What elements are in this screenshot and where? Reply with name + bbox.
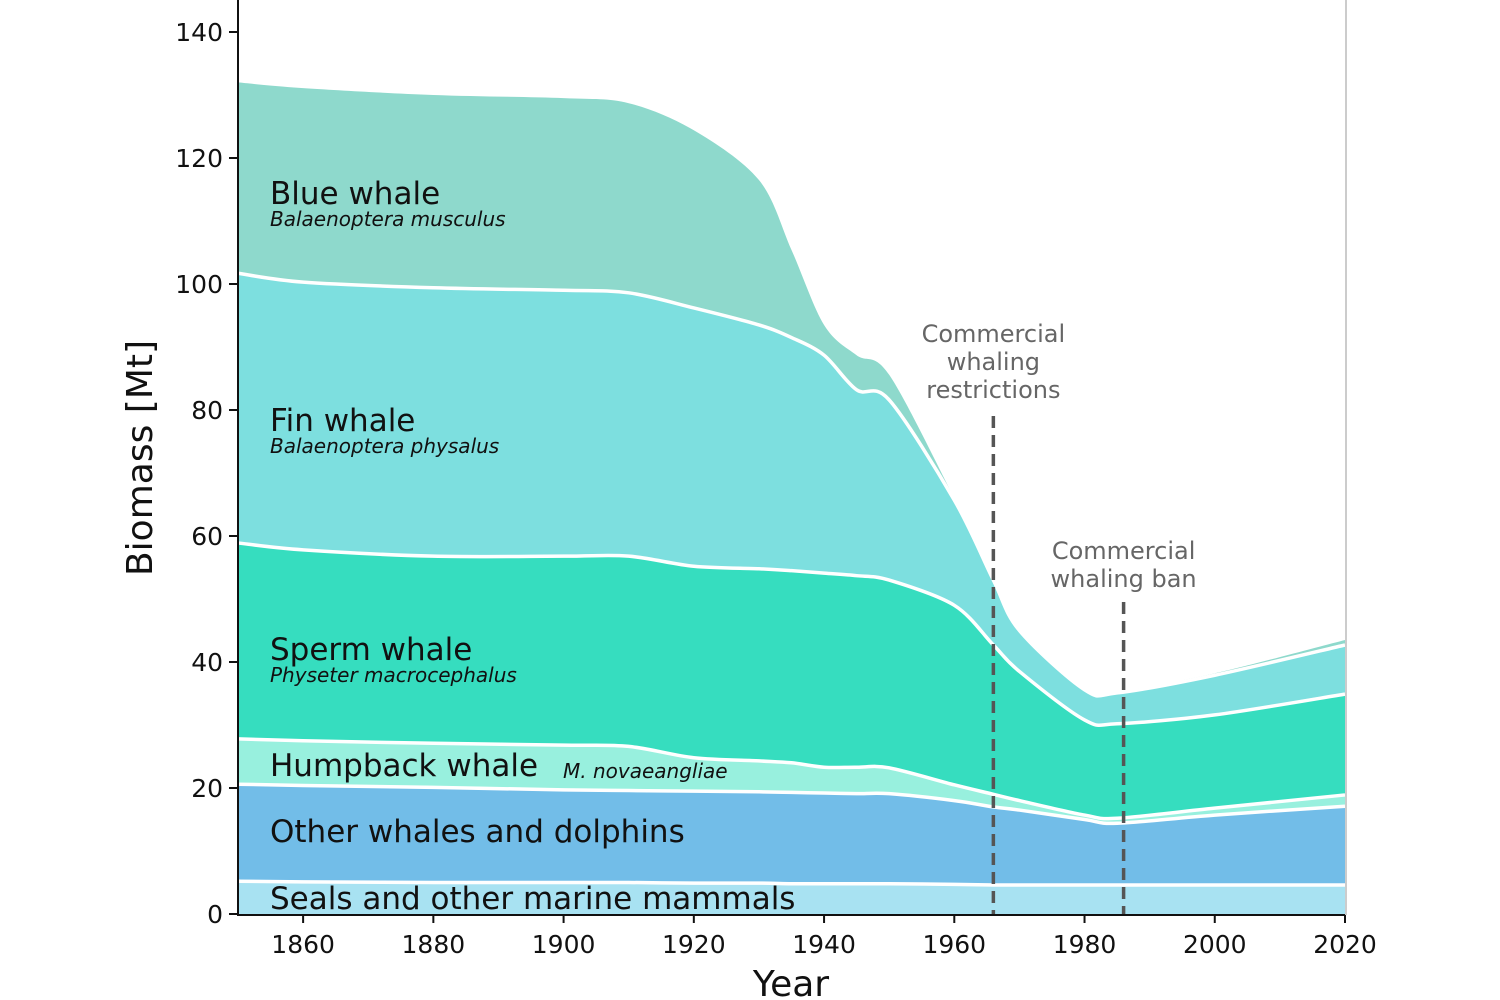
annotation-text: Commercial bbox=[1052, 537, 1196, 565]
y-tick-label: 20 bbox=[191, 774, 223, 803]
area-layers bbox=[237, 82, 1346, 914]
series-scientific-name: M. novaeangliae bbox=[563, 759, 728, 783]
series-label: Seals and other marine mammals bbox=[270, 881, 795, 917]
annotation-text: whaling bbox=[947, 348, 1040, 376]
y-tick-label: 40 bbox=[191, 648, 223, 677]
series-label: Other whales and dolphins bbox=[270, 814, 685, 850]
annotation-text: Commercial bbox=[922, 320, 1066, 348]
series-label: Humpback whale bbox=[270, 748, 538, 784]
layer-boundary bbox=[237, 879, 1345, 887]
x-tick-label: 2020 bbox=[1313, 930, 1377, 959]
annotation-text: restrictions bbox=[926, 376, 1060, 404]
x-tick-label: 1940 bbox=[792, 930, 856, 959]
x-ticks: 1860 1880 1900 1920 1940 1960 1980 2000 2020 bbox=[271, 915, 1377, 959]
x-tick-label: 1860 bbox=[271, 930, 335, 959]
area-other-whales-and-dolphins bbox=[238, 784, 1345, 886]
x-tick-label: 1960 bbox=[922, 930, 986, 959]
layer-boundary bbox=[237, 271, 1346, 698]
series-labels: Seals and other marine mammals Other whal… bbox=[270, 176, 795, 917]
area-seals-and-other-marine-mammals bbox=[238, 881, 1345, 914]
area-humpback-whale bbox=[238, 738, 1345, 824]
series-label: Sperm whale bbox=[270, 632, 472, 668]
y-tick-label: 120 bbox=[175, 144, 223, 173]
y-tick-label: 60 bbox=[191, 522, 223, 551]
annotation-text: whaling ban bbox=[1051, 565, 1197, 593]
y-tick-label: 100 bbox=[175, 270, 223, 299]
x-axis-title: Year bbox=[752, 964, 829, 1000]
annotations: CommercialwhalingrestrictionsCommercialw… bbox=[922, 320, 1197, 914]
layer-boundary bbox=[237, 782, 1346, 826]
series-label: Blue whale bbox=[270, 176, 440, 212]
layer-boundary bbox=[237, 737, 1346, 821]
y-tick-label: 140 bbox=[175, 18, 223, 47]
x-tick-label: 1900 bbox=[532, 930, 596, 959]
y-axis-title: Biomass [Mt] bbox=[120, 340, 161, 576]
x-tick-label: 1980 bbox=[1053, 930, 1117, 959]
x-tick-label: 1880 bbox=[402, 930, 466, 959]
series-scientific-name: Balaenoptera physalus bbox=[270, 434, 499, 458]
area-fin-whale bbox=[238, 273, 1345, 726]
series-label: Fin whale bbox=[270, 403, 415, 439]
series-scientific-name: Physeter macrocephalus bbox=[270, 663, 517, 687]
y-tick-label: 80 bbox=[191, 396, 223, 425]
x-tick-label: 1920 bbox=[662, 930, 726, 959]
area-blue-whale bbox=[238, 82, 1345, 696]
layer-boundary bbox=[237, 541, 1346, 728]
area-sperm-whale bbox=[238, 542, 1345, 819]
x-tick-label: 2000 bbox=[1183, 930, 1247, 959]
y-ticks: 0 20 40 60 80 100 120 140 bbox=[175, 18, 238, 929]
series-scientific-name: Balaenoptera musculus bbox=[270, 207, 506, 231]
y-tick-label: 0 bbox=[207, 900, 223, 929]
